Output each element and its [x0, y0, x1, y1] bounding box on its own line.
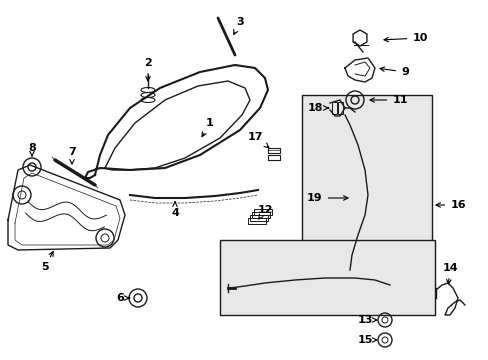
Text: 16: 16 — [435, 200, 465, 210]
Text: 9: 9 — [379, 67, 408, 77]
Text: 5: 5 — [41, 252, 53, 272]
Bar — [267, 148, 280, 153]
Text: 8: 8 — [28, 143, 36, 156]
Text: 17: 17 — [247, 132, 268, 148]
Bar — [337, 102, 342, 114]
Text: 13: 13 — [357, 315, 376, 325]
Bar — [251, 212, 269, 218]
Bar — [267, 155, 280, 160]
Text: 10: 10 — [383, 33, 427, 43]
Bar — [249, 215, 267, 221]
Text: 19: 19 — [306, 193, 347, 203]
Text: 1: 1 — [202, 118, 213, 136]
Text: 15: 15 — [357, 335, 376, 345]
Text: 7: 7 — [68, 147, 76, 164]
Text: 4: 4 — [171, 202, 179, 218]
Text: 14: 14 — [441, 263, 457, 284]
Text: 11: 11 — [369, 95, 407, 105]
Text: 6: 6 — [116, 293, 129, 303]
Bar — [253, 209, 271, 215]
Text: 2: 2 — [144, 58, 152, 81]
Text: 12: 12 — [257, 205, 272, 219]
Bar — [247, 218, 265, 224]
Bar — [302, 95, 431, 310]
Bar — [331, 102, 336, 114]
Text: 3: 3 — [233, 17, 244, 35]
Text: 18: 18 — [306, 103, 328, 113]
Bar — [220, 240, 434, 315]
